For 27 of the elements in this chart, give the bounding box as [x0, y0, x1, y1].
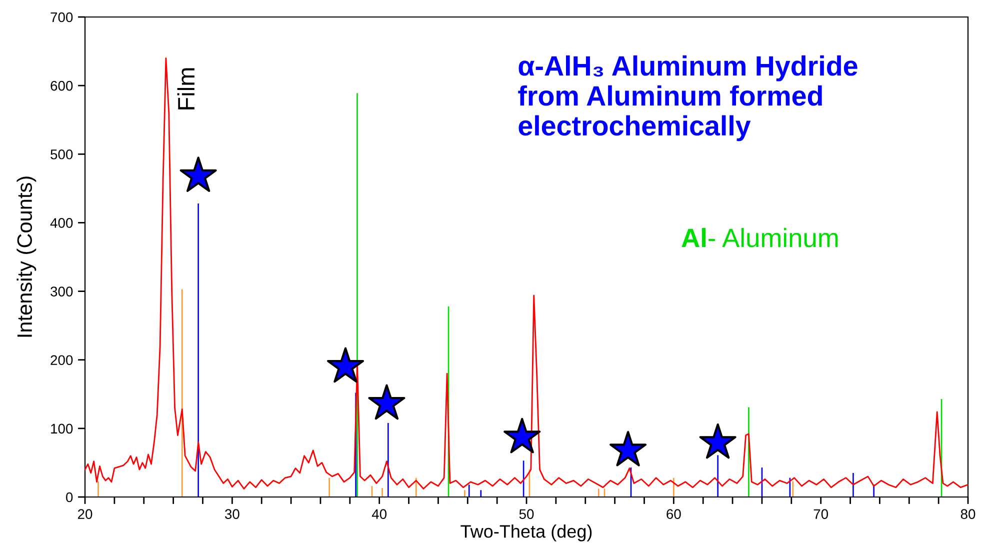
- point: [699, 423, 736, 459]
- text: α-AlH₃ Aluminum Hydride from Aluminum formed electrochemically: [518, 55, 858, 142]
- point: [504, 418, 541, 454]
- point: [326, 347, 364, 383]
- x-axis-title: Two-Theta (deg): [460, 524, 592, 542]
- point: [180, 156, 217, 192]
- x-tick-label: 60: [666, 509, 681, 520]
- annotation: Film: [177, 68, 194, 110]
- text: Al- Aluminum: [682, 228, 838, 248]
- y-tick-label: 300: [50, 286, 73, 296]
- line-series: [85, 57, 968, 490]
- y-tick-label: 600: [50, 80, 73, 91]
- y-tick-label: 700: [50, 12, 73, 22]
- y-tick-label: 200: [50, 355, 73, 366]
- x-tick-label: 70: [814, 509, 828, 520]
- y-tick-label: 100: [51, 424, 73, 434]
- x-tick-label: 40: [372, 509, 387, 520]
- x-tick-label: 50: [519, 509, 534, 520]
- y-tick-label: 400: [50, 218, 73, 228]
- y-axis-title: Intensity (Counts): [16, 176, 36, 337]
- y-tick-label: 500: [50, 149, 73, 160]
- x-tick-label: 30: [224, 509, 240, 520]
- y-tick-label: 0: [66, 492, 73, 502]
- x-tick-label: 80: [960, 509, 976, 520]
- point: [610, 430, 647, 466]
- point: [368, 384, 406, 420]
- x-tick-label: 20: [78, 509, 92, 520]
